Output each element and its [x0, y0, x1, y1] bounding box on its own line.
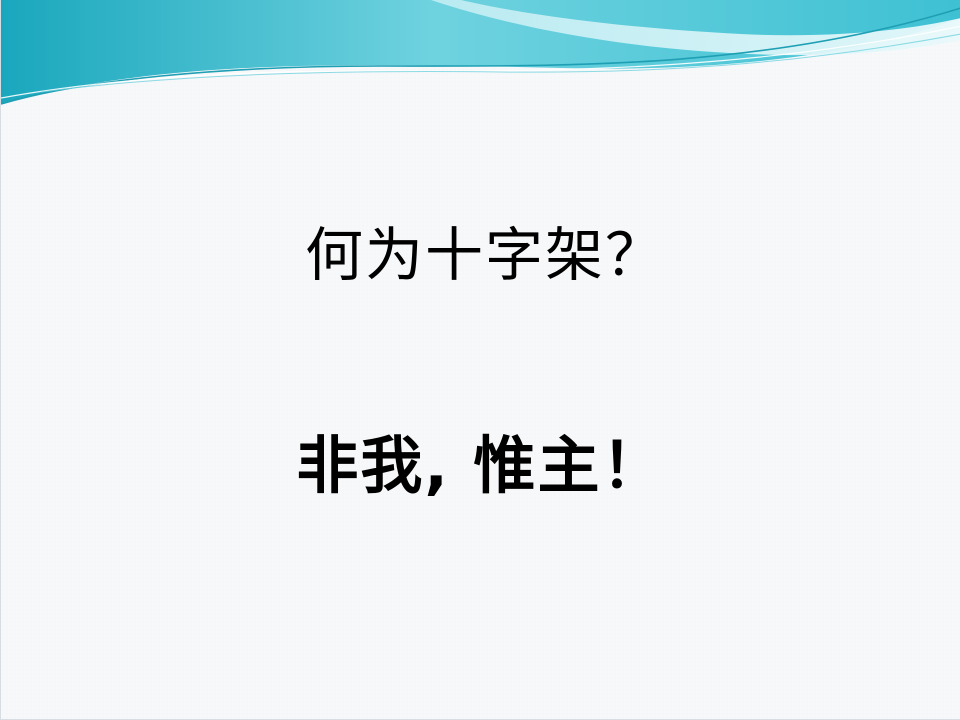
teal-wave-banner-icon — [1, 0, 960, 105]
answer-text: 非我, 惟主！ — [296, 429, 666, 502]
question-text: 何为十字架？ — [304, 221, 665, 289]
